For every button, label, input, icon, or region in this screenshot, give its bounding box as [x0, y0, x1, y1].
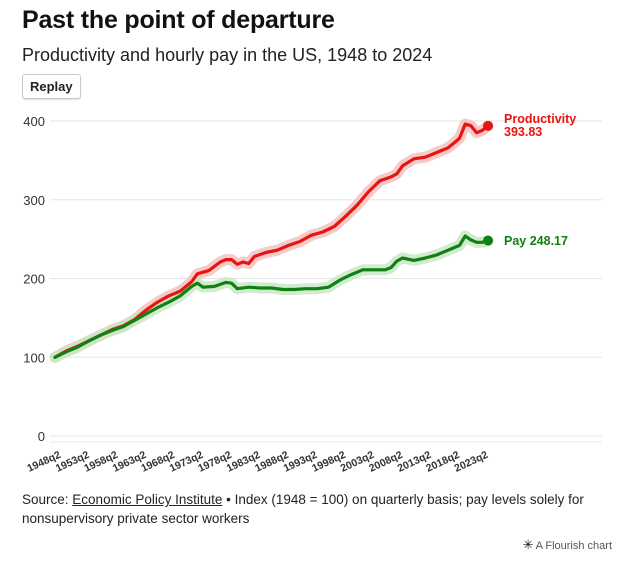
- y-tick-label: 100: [23, 350, 45, 365]
- pay-line: [53, 234, 490, 359]
- productivity-value-label: 393.83: [504, 125, 542, 139]
- y-tick-label: 400: [23, 114, 45, 129]
- credit-label: A Flourish chart: [535, 540, 612, 552]
- x-tick-label: 2023q2: [453, 449, 490, 475]
- y-tick-label: 200: [23, 272, 45, 287]
- chart-subtitle: Productivity and hourly pay in the US, 1…: [22, 45, 433, 65]
- pay-label: Pay 248.17: [504, 234, 568, 248]
- productivity-line: [53, 122, 490, 359]
- replay-button[interactable]: Replay: [22, 74, 81, 99]
- productivity-label: Productivity: [504, 112, 576, 126]
- source-note-text: • Index (1948 = 100) on quarterly basis;…: [22, 492, 584, 526]
- flourish-logo-icon: ✳: [522, 537, 534, 552]
- source-prefix: Source:: [22, 492, 69, 507]
- productivity-end-point: [483, 120, 493, 131]
- flourish-credit[interactable]: ✳ A Flourish chart: [523, 537, 612, 553]
- source-note: Source: Economic Policy Institute • Inde…: [22, 490, 602, 528]
- y-tick-label: 300: [23, 193, 45, 208]
- pay-end-point: [483, 235, 493, 246]
- y-tick-label: 0: [38, 429, 45, 444]
- source-link[interactable]: Economic Policy Institute: [72, 492, 223, 507]
- chart-title: Past the point of departure: [22, 6, 335, 34]
